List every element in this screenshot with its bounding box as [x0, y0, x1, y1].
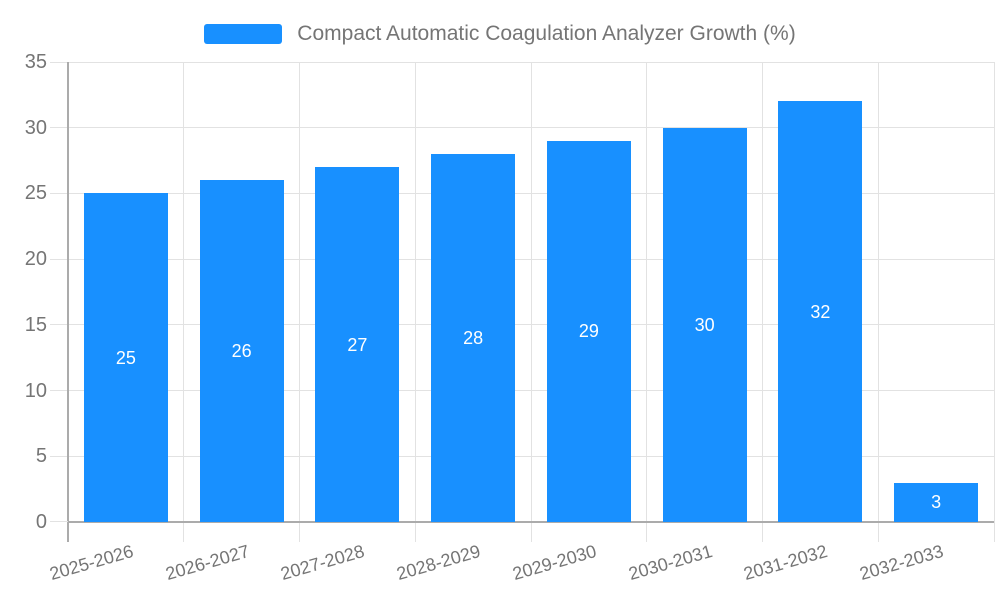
bar-2031-2032[interactable]: 32: [778, 101, 863, 522]
gridline-vertical: [993, 62, 995, 542]
bar-2028-2029[interactable]: 28: [431, 154, 516, 522]
x-axis-category-label: 2031-2032: [741, 541, 830, 584]
legend[interactable]: Compact Automatic Coagulation Analyzer G…: [0, 20, 1000, 48]
bar-value-label: 26: [231, 341, 252, 362]
x-axis-category-label: 2032-2033: [857, 541, 946, 584]
bar-value-label: 32: [810, 301, 831, 322]
x-axis-category-label: 2030-2031: [625, 541, 715, 584]
y-axis-tick-label: 15: [24, 313, 47, 336]
y-axis-tick-label: 35: [24, 51, 47, 73]
bar-value-label: 28: [463, 328, 484, 348]
y-axis-zero-tick: [50, 521, 68, 522]
x-axis-category-label: 2026-2027: [162, 541, 252, 584]
gridline-vertical: [183, 62, 185, 542]
bar-2030-2031[interactable]: 30: [662, 127, 747, 522]
legend-swatch-icon: [204, 24, 283, 44]
gridline-horizontal: [50, 324, 994, 326]
y-axis-tick-label: 30: [24, 116, 47, 139]
gridline-vertical: [530, 62, 532, 542]
x-axis-category-label: 2027-2028: [278, 541, 367, 584]
gridline-horizontal: [50, 127, 994, 129]
bar-value-label: 30: [694, 314, 715, 335]
y-axis-tick-label: 10: [24, 379, 47, 402]
gridline-vertical: [414, 62, 416, 542]
x-axis-category-label: 2029-2030: [510, 541, 599, 584]
y-axis-tick-label: 25: [24, 182, 47, 205]
bar-value-label: 29: [578, 321, 599, 342]
bar-2026-2027[interactable]: 26: [199, 180, 284, 522]
x-axis-line: [68, 521, 994, 523]
bar-2032-2033[interactable]: 3: [894, 482, 979, 522]
bar-2029-2030[interactable]: 29: [546, 140, 631, 522]
bar-2025-2026[interactable]: 25: [83, 193, 168, 522]
y-axis-tick-label: 5: [35, 445, 47, 468]
y-axis-line: [67, 62, 69, 542]
bar-value-label: 25: [115, 347, 136, 368]
gridline-vertical: [877, 62, 879, 542]
gridline-horizontal: [50, 61, 994, 63]
gridline-vertical: [299, 62, 300, 542]
plot-area: 25 26 27 28 29 30 32 3: [50, 61, 995, 542]
bar-value-label: 3: [931, 492, 942, 513]
gridline-horizontal: [50, 390, 994, 392]
y-axis-tick-label: 0: [35, 511, 47, 533]
x-axis-category-label: 2025-2026: [47, 541, 136, 584]
gridline-horizontal: [50, 258, 994, 260]
legend-label: Compact Automatic Coagulation Analyzer G…: [297, 22, 796, 45]
bar-2027-2028[interactable]: 27: [315, 167, 400, 522]
gridline-horizontal: [50, 455, 994, 457]
x-axis-category-label: 2028-2029: [394, 541, 483, 584]
gridline-horizontal: [50, 192, 994, 194]
gridline-vertical: [646, 62, 648, 542]
gridline-vertical: [762, 62, 763, 542]
y-axis-tick-label: 20: [24, 248, 47, 271]
bar-value-label: 27: [347, 334, 368, 355]
